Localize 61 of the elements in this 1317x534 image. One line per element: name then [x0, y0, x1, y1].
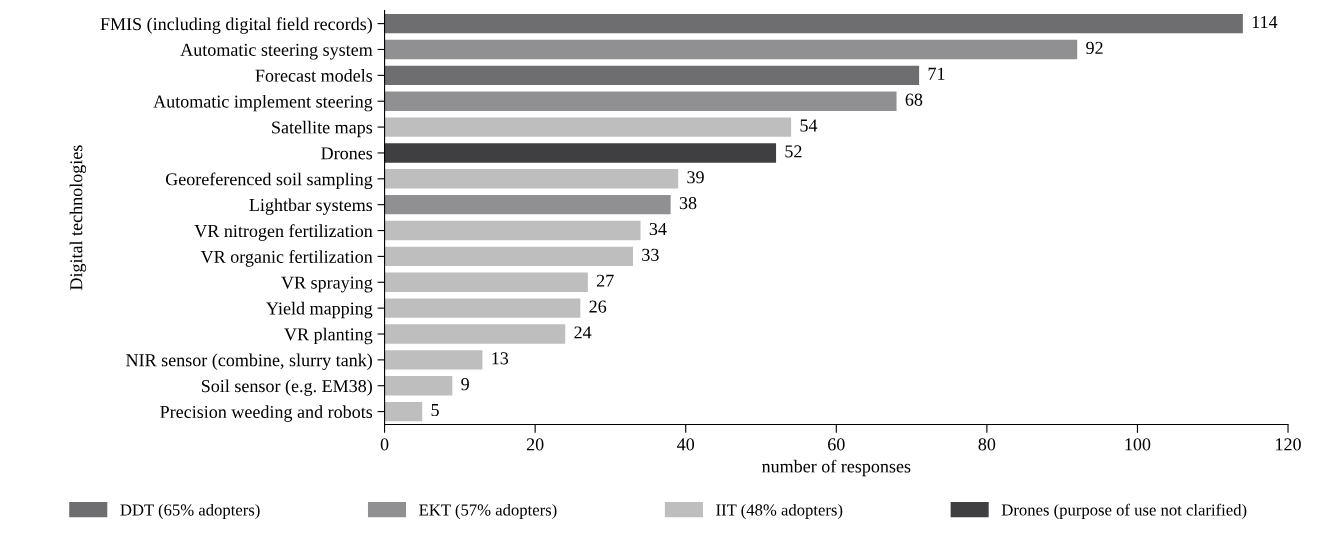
y-axis-title: Digital technologies	[69, 145, 87, 291]
legend-label: IIT (48% adopters)	[716, 503, 843, 519]
bar	[384, 324, 566, 344]
bar	[384, 298, 581, 318]
data-label: 39	[687, 171, 704, 184]
bar	[384, 117, 792, 137]
y-tick-label: Automatic steering system	[180, 43, 373, 60]
x-tick-label: 60	[828, 438, 845, 451]
bar	[384, 13, 1243, 34]
y-tick-label: Drones	[321, 147, 373, 160]
data-label: 5	[431, 404, 439, 417]
y-tick-label: VR organic fertilization	[200, 250, 373, 267]
bar	[384, 272, 588, 292]
data-label: 92	[1086, 41, 1103, 54]
y-tick-label: FMIS (including digital field records)	[100, 17, 372, 34]
x-tick-label: 0	[380, 438, 389, 451]
legend-label: DDT (65% adopters)	[120, 503, 260, 519]
y-tick-label: VR planting	[284, 327, 373, 345]
y-tick-label: Lightbar systems	[249, 198, 373, 215]
bar	[384, 401, 423, 422]
y-tick-label: NIR sensor (combine, slurry tank)	[126, 353, 372, 371]
bar	[384, 91, 897, 111]
y-tick-label: Forecast models	[255, 69, 373, 82]
legend-label: Drones (purpose of use not clarified)	[1001, 503, 1247, 519]
x-tick-label: 40	[677, 438, 695, 451]
legend-label: EKT (57% adopters)	[419, 503, 557, 519]
bar	[384, 376, 453, 396]
x-tick-label: 20	[526, 438, 544, 451]
data-label: 27	[596, 274, 614, 287]
y-tick-label: VR spraying	[281, 276, 373, 293]
data-label: 9	[461, 378, 469, 391]
data-label: 26	[589, 300, 607, 313]
data-label: 54	[800, 119, 818, 132]
y-tick-label: Yield mapping	[266, 301, 373, 319]
y-tick-label: Soil sensor (e.g. EM38)	[201, 379, 372, 396]
bar	[384, 194, 671, 215]
data-label: 68	[905, 93, 923, 106]
x-axis-title: number of responses	[761, 459, 911, 477]
data-label: 38	[679, 197, 697, 210]
data-label: 114	[1252, 16, 1278, 28]
bar	[384, 39, 1078, 60]
x-tick-label: 120	[1276, 438, 1301, 451]
bar	[384, 65, 920, 86]
y-tick-label: VR nitrogen fertilization	[194, 224, 373, 241]
data-label: 24	[574, 326, 592, 339]
x-tick-label: 100	[1125, 438, 1151, 451]
x-tick-label: 80	[978, 438, 996, 451]
y-tick-label: Satellite maps	[272, 120, 373, 138]
y-tick-label: Georeferenced soil sampling	[165, 172, 373, 190]
bar	[384, 169, 679, 189]
data-label: 33	[642, 248, 659, 261]
data-label: 52	[785, 145, 802, 158]
y-tick-label: Automatic implement steering	[153, 94, 373, 112]
bar	[384, 350, 483, 370]
y-tick-label: Precision weeding and robots	[160, 405, 373, 422]
data-label: 71	[928, 67, 945, 80]
bar	[384, 246, 634, 267]
bar	[384, 143, 777, 163]
data-label: 34	[649, 222, 667, 236]
bar	[384, 220, 641, 241]
data-label: 13	[492, 352, 509, 365]
